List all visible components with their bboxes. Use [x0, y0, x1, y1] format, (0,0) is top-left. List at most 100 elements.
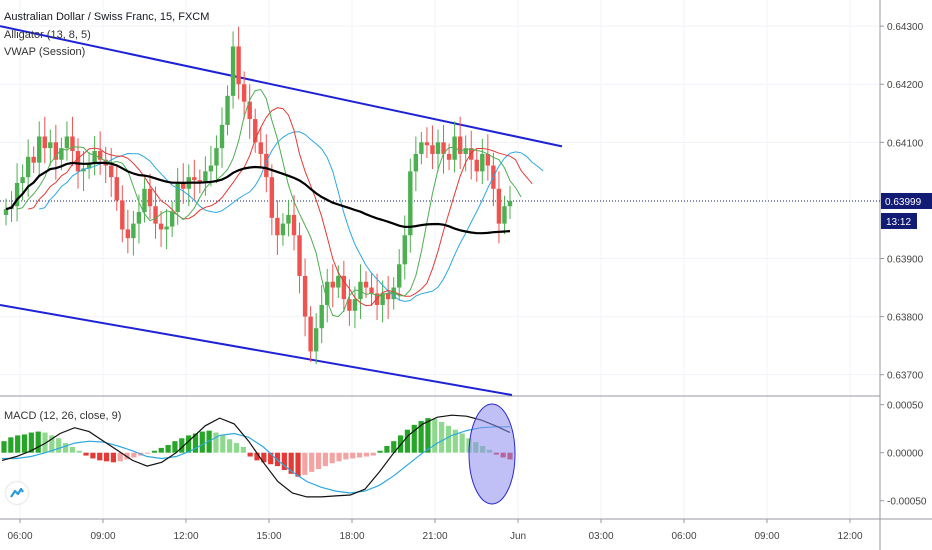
candle-body: [319, 304, 324, 329]
macd-histogram-bar: [227, 439, 233, 453]
candle-body: [308, 316, 313, 352]
alligator-legend[interactable]: Alligator (13, 8, 5): [4, 29, 91, 41]
candle-body: [142, 188, 147, 213]
macd-histogram-bar: [117, 452, 123, 462]
macd-histogram-bar: [83, 452, 89, 456]
macd-histogram-bar: [90, 452, 96, 459]
candle-body: [37, 136, 42, 163]
macd-histogram-bar: [391, 441, 397, 453]
candle-body: [14, 182, 20, 207]
time-tick-label: Jun: [510, 531, 526, 542]
candle-body: [385, 293, 391, 300]
macd-histogram-bar: [268, 452, 274, 465]
candle-body: [264, 153, 269, 178]
macd-tick-label: 0.00000: [887, 449, 924, 460]
candle-body: [225, 95, 230, 125]
macd-signal-line: [2, 426, 510, 494]
candle-body: [275, 217, 280, 236]
macd-histogram-bar: [459, 433, 465, 453]
candle-body: [131, 223, 136, 239]
candle-body: [269, 177, 275, 218]
highlight-ellipse: [468, 403, 516, 505]
candle-body: [192, 177, 197, 181]
macd-line: [1, 414, 511, 498]
candle-body: [136, 212, 142, 224]
candle-body: [347, 299, 352, 311]
macd-histogram-bar: [220, 435, 226, 453]
macd-histogram-bar: [15, 435, 21, 453]
candle-body: [369, 287, 374, 294]
macd-histogram-bar: [76, 450, 82, 453]
macd-histogram-bar: [370, 452, 376, 456]
macd-histogram-bar: [329, 452, 335, 464]
candle-body: [474, 159, 479, 172]
macd-histogram-bar: [165, 445, 171, 453]
price-tick-label: 0.64300: [887, 22, 924, 33]
price-tick-label: 0.63800: [887, 313, 924, 324]
candle-body: [114, 177, 119, 201]
candle-body: [280, 223, 286, 236]
candle-body: [391, 287, 396, 300]
macd-histogram-bar: [62, 443, 69, 453]
candle-body: [291, 214, 297, 236]
candle-body: [208, 165, 214, 172]
candle-body: [402, 235, 407, 265]
macd-histogram-bar: [213, 432, 219, 453]
candle-body: [109, 165, 114, 178]
macd-histogram-bar: [377, 450, 383, 453]
candle-body: [496, 188, 502, 224]
macd-histogram-bar: [439, 421, 445, 453]
macd-histogram-bar: [309, 452, 315, 472]
candle-body: [3, 209, 9, 215]
macd-legend[interactable]: MACD (12, 26, close, 9): [4, 410, 122, 422]
macd-histogram-bar: [295, 452, 301, 477]
candle-body: [480, 153, 485, 172]
current-price-tag: [881, 192, 932, 209]
candle-body: [435, 142, 441, 154]
candle-body: [125, 229, 131, 239]
candle-body: [485, 153, 491, 166]
candle-body: [169, 212, 175, 227]
macd-histogram-bar: [261, 452, 267, 463]
macd-histogram-bar: [69, 446, 75, 453]
time-tick-label: 12:00: [837, 531, 862, 542]
symbol-legend[interactable]: Australian Dollar / Swiss Franc, 15, FXC…: [4, 11, 210, 23]
macd-histogram-bar: [336, 452, 342, 462]
candle-body: [214, 148, 219, 166]
alligator-jaw-line: [39, 131, 544, 302]
macd-histogram-bar: [186, 435, 192, 453]
candle-body: [352, 299, 358, 311]
candle-body: [59, 148, 64, 160]
candle-body: [86, 162, 92, 169]
candle-body: [441, 142, 446, 154]
macd-histogram-bar: [445, 425, 452, 453]
candle-body: [463, 148, 468, 154]
alligator-lips-line: [16, 88, 522, 318]
candle-body: [469, 148, 474, 160]
candle-body: [446, 153, 452, 160]
candle-body: [203, 171, 208, 183]
candle-body: [53, 142, 59, 160]
macd-histogram-bar: [158, 447, 164, 453]
candle-body: [341, 275, 347, 300]
candle-body: [413, 153, 419, 172]
macd-histogram-bar: [343, 452, 349, 460]
candle-body: [452, 136, 457, 160]
candle-body: [75, 151, 81, 172]
macd-histogram-bar: [21, 434, 28, 453]
candle-body: [430, 145, 435, 154]
candle-body: [181, 182, 186, 189]
candle-body: [153, 206, 158, 224]
macd-histogram-bar: [247, 452, 253, 457]
countdown-label: 13:12: [886, 217, 911, 228]
time-tick-label: 21:00: [422, 531, 447, 542]
price-tick-label: 0.63700: [887, 371, 924, 382]
vwap-legend[interactable]: VWAP (Session): [4, 46, 86, 58]
candles: [3, 26, 513, 365]
time-tick-label: 12:00: [173, 531, 198, 542]
upper-channel-line: [0, 25, 563, 148]
tradingview-logo-icon[interactable]: [6, 482, 28, 504]
macd-histogram-bar: [432, 419, 438, 453]
candle-body: [70, 136, 75, 152]
